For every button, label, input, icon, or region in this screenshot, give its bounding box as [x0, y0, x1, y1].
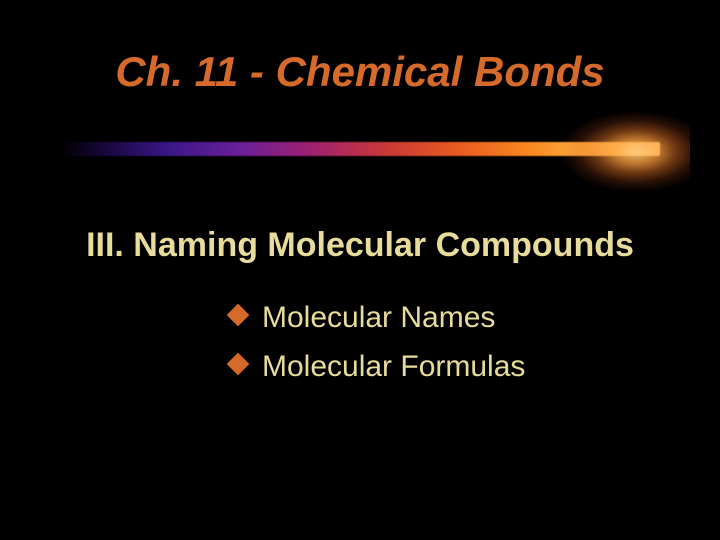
- list-item: Molecular Names: [230, 293, 660, 343]
- diamond-icon: [227, 303, 250, 326]
- divider-bar: [60, 124, 660, 184]
- bullet-text: Molecular Names: [262, 301, 495, 334]
- diamond-icon: [227, 353, 250, 376]
- divider-gradient: [60, 142, 660, 156]
- list-item: Molecular Formulas: [230, 342, 660, 392]
- slide-subtitle: III. Naming Molecular Compounds: [60, 224, 660, 267]
- slide-container: Ch. 11 - Chemical Bonds III. Naming Mole…: [0, 0, 720, 540]
- slide-title: Ch. 11 - Chemical Bonds: [60, 48, 660, 96]
- bullet-list: Molecular Names Molecular Formulas: [230, 293, 660, 392]
- bullet-text: Molecular Formulas: [262, 350, 525, 383]
